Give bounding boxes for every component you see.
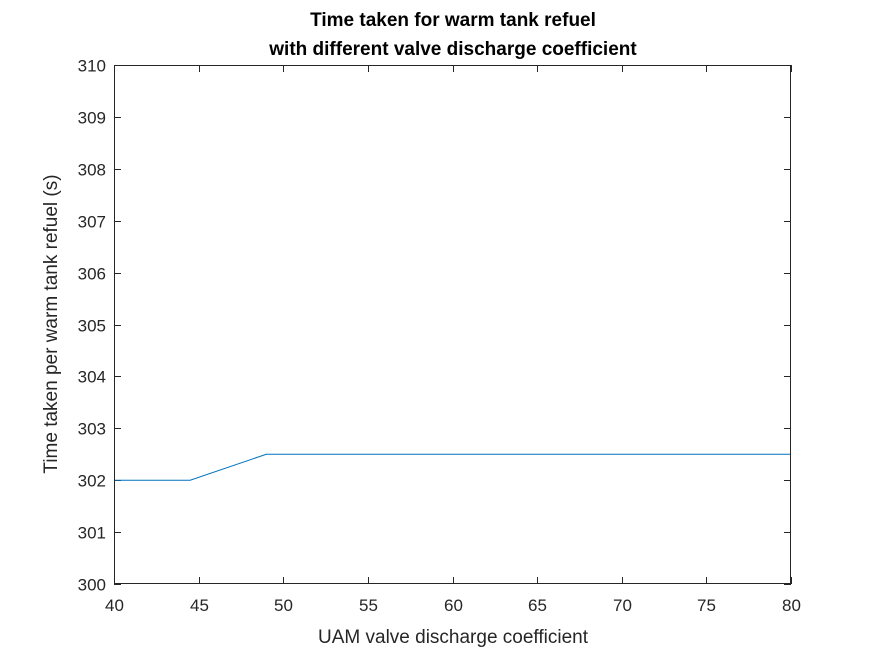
x-tick-label: 70 [613, 596, 632, 615]
chart-title-line-1: Time taken for warm tank refuel [310, 10, 596, 31]
y-tick-label: 307 [78, 213, 106, 232]
x-tick-label: 50 [274, 596, 293, 615]
y-tick-label: 301 [78, 524, 106, 543]
chart-title-line-2: with different valve discharge coefficie… [268, 39, 637, 60]
y-tick-label: 305 [78, 317, 106, 336]
x-tick-label: 60 [444, 596, 463, 615]
y-tick-label: 302 [78, 472, 106, 491]
y-tick-label: 304 [78, 368, 106, 387]
series-line [114, 453, 791, 481]
x-tick-label: 40 [105, 596, 124, 615]
x-tick-label: 65 [528, 596, 547, 615]
y-tick-label: 300 [78, 576, 106, 595]
series-group [114, 453, 791, 481]
axes-box [114, 65, 791, 584]
x-tick-label: 75 [697, 596, 716, 615]
axis-ticks: 40 45 50 55 60 65 70 75 80 300 301 302 303 304 305 306 3… [78, 57, 801, 616]
y-tick-label: 308 [78, 161, 106, 180]
y-tick-label: 303 [78, 420, 106, 439]
plot-area [114, 65, 791, 584]
y-tick-label: 309 [78, 109, 106, 128]
y-tick-label: 310 [78, 57, 106, 76]
x-tick-label: 80 [782, 596, 801, 615]
x-tick-label: 55 [359, 596, 378, 615]
x-tick-label: 45 [190, 596, 209, 615]
y-tick-label: 306 [78, 265, 106, 284]
x-axis-label: UAM valve discharge coefficient [318, 627, 589, 648]
y-axis-label: Time taken per warm tank refuel (s) [41, 174, 62, 473]
